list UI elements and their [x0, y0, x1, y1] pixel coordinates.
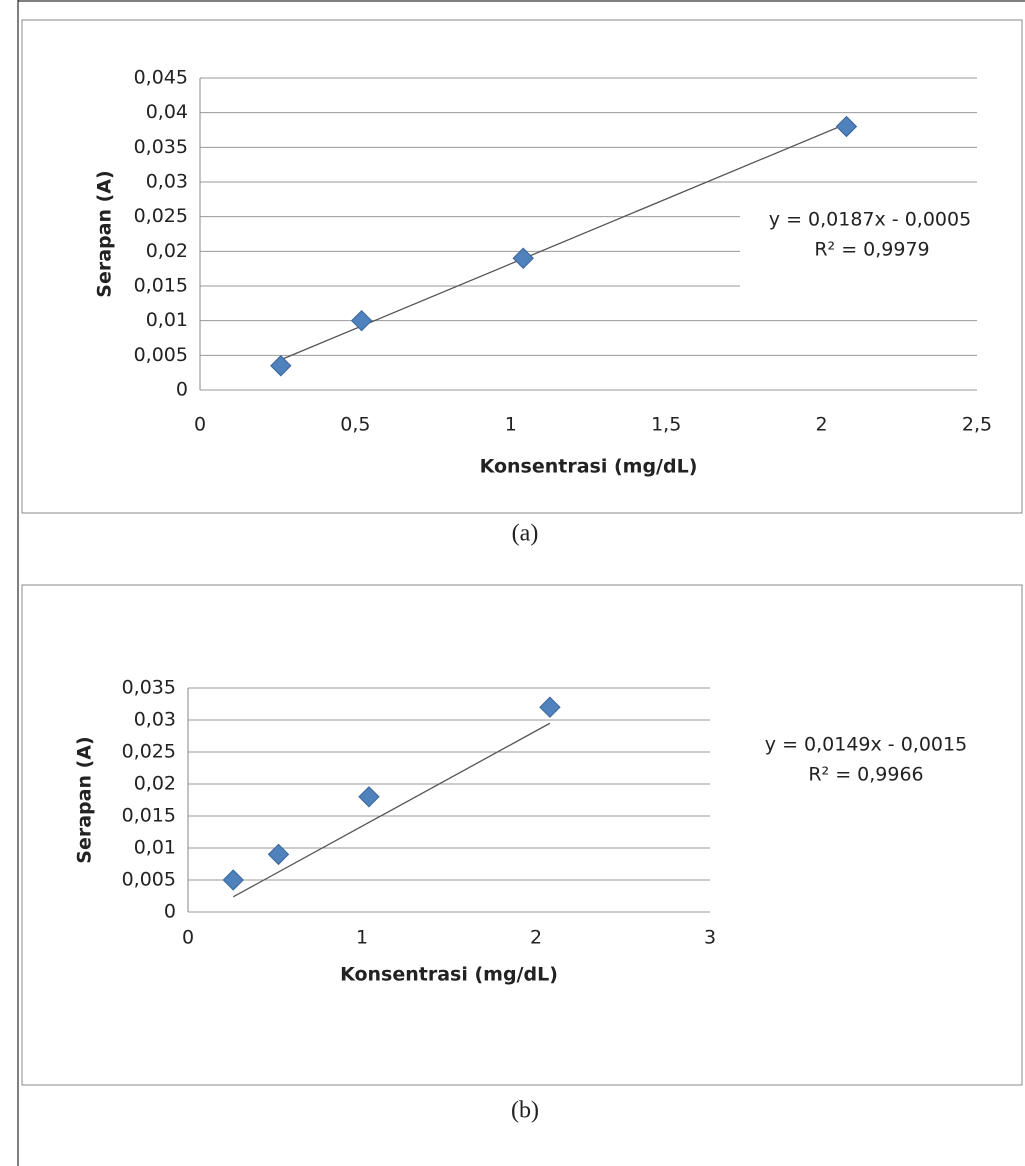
x-tick-label: 2 [816, 414, 828, 436]
y-tick-label: 0,035 [122, 677, 176, 699]
y-tick-label: 0 [176, 379, 188, 401]
trendline-equation: R² = 0,9966 [808, 764, 923, 786]
y-tick-label: 0,04 [146, 101, 188, 123]
x-axis-title: Konsentrasi (mg/dL) [340, 964, 558, 986]
y-tick-label: 0,01 [146, 309, 188, 331]
x-tick-label: 0 [194, 414, 206, 436]
y-tick-label: 0,005 [134, 344, 188, 366]
trendline-equation: y = 0,0149x - 0,0015 [765, 734, 967, 756]
y-tick-label: 0 [164, 901, 176, 923]
x-tick-label: 2 [530, 927, 542, 949]
data-point [271, 356, 291, 376]
trendline-equation: R² = 0,9979 [814, 239, 929, 261]
data-point [268, 844, 288, 864]
y-tick-label: 0,03 [146, 171, 188, 193]
figure-caption: (a) [512, 521, 539, 547]
data-point [359, 787, 379, 807]
x-tick-label: 1,5 [651, 414, 681, 436]
trendline-equation: y = 0,0187x - 0,0005 [769, 209, 971, 231]
y-tick-label: 0,045 [134, 67, 188, 89]
y-axis-title: Serapan (A) [94, 170, 116, 297]
x-tick-label: 1 [356, 927, 368, 949]
x-axis-title: Konsentrasi (mg/dL) [480, 456, 698, 478]
figure-caption: (b) [511, 1098, 539, 1124]
y-tick-label: 0,01 [134, 837, 176, 859]
y-tick-label: 0,015 [122, 805, 176, 827]
data-point [223, 870, 243, 890]
y-tick-label: 0,025 [134, 205, 188, 227]
data-point [836, 117, 856, 137]
trendline [233, 723, 550, 897]
x-tick-label: 1 [505, 414, 517, 436]
y-tick-label: 0,02 [146, 240, 188, 262]
x-tick-label: 0,5 [340, 414, 370, 436]
y-tick-label: 0,005 [122, 869, 176, 891]
x-tick-label: 3 [704, 927, 716, 949]
y-tick-label: 0,015 [134, 275, 188, 297]
y-tick-label: 0,035 [134, 136, 188, 158]
y-axis-title: Serapan (A) [74, 736, 96, 863]
data-point [540, 697, 560, 717]
chart-frame [22, 585, 1022, 1085]
y-tick-label: 0,03 [134, 709, 176, 731]
data-point [352, 311, 372, 331]
x-tick-label: 2,5 [962, 414, 992, 436]
x-tick-label: 0 [182, 927, 194, 949]
page: 0 0,005 0,01 0,015 0,02 0,025 0,03 0,035 0,04 0,0… [0, 0, 1025, 1166]
y-tick-label: 0,025 [122, 741, 176, 763]
y-tick-label: 0,02 [134, 773, 176, 795]
